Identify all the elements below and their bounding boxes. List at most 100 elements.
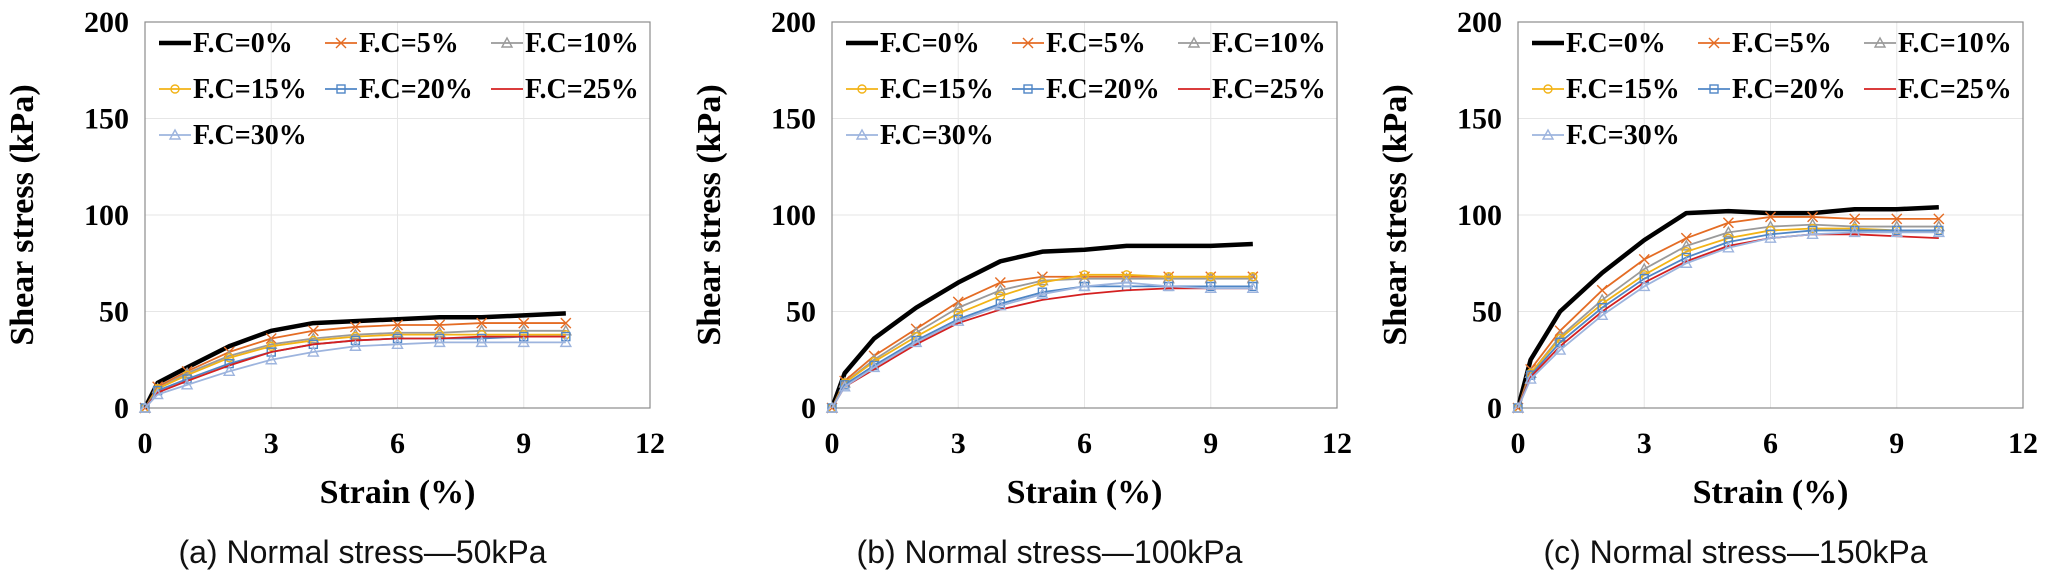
x-tick-label: 6 bbox=[1077, 427, 1092, 460]
series-line-5 bbox=[1517, 233, 1939, 409]
data-point bbox=[1722, 241, 1735, 253]
data-point bbox=[1206, 272, 1216, 282]
panel-caption: (a) Normal stress—50kPa bbox=[178, 534, 546, 570]
data-point bbox=[1849, 213, 1861, 225]
data-point bbox=[1891, 213, 1903, 225]
data-point bbox=[952, 314, 965, 326]
legend-label: F.C=20% bbox=[359, 74, 473, 105]
legend-marker bbox=[168, 128, 182, 140]
plot-frame bbox=[831, 21, 1338, 409]
data-point bbox=[825, 401, 839, 413]
x-tick-label: 6 bbox=[1763, 427, 1778, 460]
data-point bbox=[1680, 239, 1693, 251]
y-tick-label: 200 bbox=[1457, 6, 1502, 39]
data-point bbox=[1553, 343, 1567, 355]
legend-label: F.C=15% bbox=[880, 74, 994, 105]
data-point bbox=[1638, 279, 1651, 292]
data-point bbox=[1765, 211, 1776, 223]
data-point bbox=[307, 345, 320, 357]
data-point bbox=[265, 353, 278, 365]
data-point bbox=[307, 332, 320, 344]
data-point bbox=[994, 283, 1007, 295]
legend-marker bbox=[1873, 36, 1887, 48]
data-point bbox=[1890, 225, 1903, 238]
series-line-2 bbox=[1517, 223, 1939, 409]
legend-label: F.C=25% bbox=[1212, 74, 1326, 105]
series-line-0 bbox=[829, 241, 1253, 409]
x-tick-label: 9 bbox=[1203, 427, 1218, 460]
data-point bbox=[349, 328, 362, 340]
data-point bbox=[909, 335, 923, 348]
data-point bbox=[952, 301, 965, 313]
legend-marker bbox=[857, 84, 867, 94]
y-tick-label: 0 bbox=[801, 392, 816, 425]
legend-marker bbox=[336, 84, 346, 94]
chart-panel-0: 0 50 100 150 200 0 3 6 9 12 Strain (%) Shear stress… bbox=[4, 6, 665, 570]
series-line-5 bbox=[144, 335, 566, 409]
data-point bbox=[517, 335, 530, 348]
x-tick-label: 3 bbox=[1637, 427, 1652, 460]
series-line-3 bbox=[144, 333, 566, 409]
x-axis-label: Strain (%) bbox=[1007, 474, 1163, 511]
data-point bbox=[559, 335, 573, 348]
data-point bbox=[222, 364, 236, 377]
data-point bbox=[266, 341, 276, 351]
data-point bbox=[1680, 232, 1692, 244]
y-tick-label: 200 bbox=[84, 6, 129, 39]
legend-label: F.C=15% bbox=[1566, 74, 1680, 105]
x-tick-label: 0 bbox=[1511, 427, 1526, 460]
legend-label: F.C=30% bbox=[1566, 120, 1680, 151]
y-tick-label: 150 bbox=[84, 103, 129, 136]
series-line-3 bbox=[1517, 227, 1939, 409]
y-tick-label: 0 bbox=[114, 392, 129, 425]
data-point bbox=[392, 319, 403, 331]
data-point bbox=[1722, 225, 1735, 238]
series-line-3 bbox=[831, 273, 1253, 409]
data-point bbox=[180, 378, 194, 390]
data-point bbox=[994, 277, 1006, 289]
y-tick-label: 50 bbox=[786, 296, 816, 329]
series-line-4 bbox=[1517, 229, 1939, 409]
series-line-0 bbox=[142, 311, 566, 410]
x-tick-label: 6 bbox=[390, 427, 405, 460]
legend-label: F.C=30% bbox=[880, 120, 994, 151]
legend-label: F.C=25% bbox=[525, 74, 639, 105]
x-tick-label: 3 bbox=[951, 427, 966, 460]
data-point bbox=[307, 325, 319, 337]
legend-marker bbox=[335, 37, 347, 49]
legend-marker bbox=[1023, 84, 1033, 94]
data-point bbox=[867, 361, 881, 373]
data-point bbox=[180, 366, 194, 378]
series-line-1 bbox=[144, 322, 566, 409]
series-line-1 bbox=[1517, 216, 1939, 409]
data-point bbox=[433, 335, 446, 348]
data-point bbox=[349, 339, 362, 351]
legend-label: F.C=10% bbox=[1898, 28, 2012, 59]
legend-marker bbox=[1709, 84, 1719, 94]
x-tick-label: 0 bbox=[825, 427, 840, 460]
legend-marker bbox=[1543, 84, 1553, 94]
data-point bbox=[138, 401, 152, 413]
y-axis-label: Shear stress (kPa) bbox=[691, 84, 728, 345]
data-point bbox=[1524, 372, 1537, 384]
plot-frame bbox=[144, 21, 651, 409]
y-tick-label: 200 bbox=[771, 6, 816, 39]
x-axis-label: Strain (%) bbox=[320, 474, 476, 511]
legend-label: F.C=0% bbox=[1566, 28, 1666, 59]
data-point bbox=[224, 353, 234, 363]
y-tick-label: 150 bbox=[771, 103, 816, 136]
y-axis-label: Shear stress (kPa) bbox=[1377, 84, 1414, 345]
panel-caption: (b) Normal stress—100kPa bbox=[857, 534, 1243, 570]
data-point bbox=[349, 321, 361, 333]
data-point bbox=[1036, 274, 1049, 286]
data-point bbox=[1204, 281, 1217, 294]
y-tick-label: 150 bbox=[1457, 103, 1502, 136]
legend-label: F.C=5% bbox=[359, 28, 459, 59]
data-point bbox=[1162, 279, 1175, 292]
y-tick-label: 100 bbox=[84, 199, 129, 232]
x-tick-label: 12 bbox=[2008, 427, 2038, 460]
data-point bbox=[475, 335, 488, 348]
legend-label: F.C=0% bbox=[193, 28, 293, 59]
legend-label: F.C=10% bbox=[525, 28, 639, 59]
